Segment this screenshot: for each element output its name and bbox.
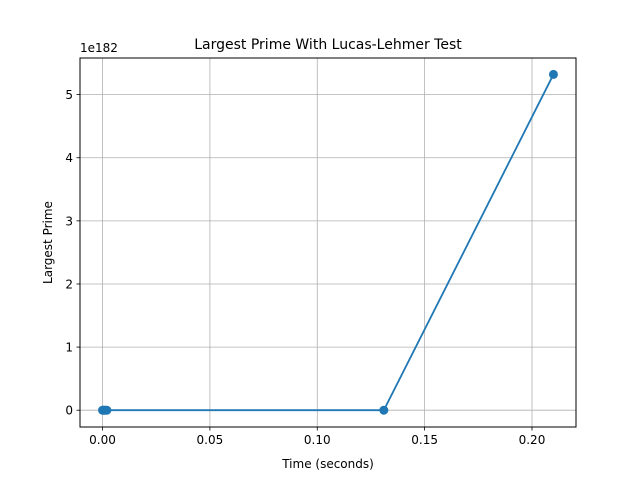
y-tick-label: 0 [65,404,73,418]
y-tick-label: 5 [65,88,73,102]
x-tick-label: 0.15 [411,433,438,447]
y-tick-label: 1 [65,341,73,355]
x-axis-label: Time (seconds) [281,457,374,471]
y-axis-label: Largest Prime [41,201,55,284]
y-axis-offset-label: 1e182 [80,41,118,55]
y-axis-ticks: 0 1 2 3 4 5 [65,88,80,418]
x-tick-label: 0.00 [89,433,116,447]
data-point-marker [102,405,112,415]
x-axis-ticks: 0.00 0.05 0.10 0.15 0.20 [89,427,545,447]
data-point-marker [379,405,389,415]
x-tick-label: 0.05 [197,433,224,447]
x-tick-label: 0.10 [304,433,331,447]
data-point-marker [548,69,558,79]
chart-title: Largest Prime With Lucas-Lehmer Test [194,37,462,53]
x-tick-label: 0.20 [519,433,546,447]
series-layer [98,69,558,415]
y-tick-label: 2 [65,277,73,291]
plot-frame [79,57,577,428]
y-tick-label: 3 [65,214,73,228]
y-tick-label: 4 [65,151,73,165]
